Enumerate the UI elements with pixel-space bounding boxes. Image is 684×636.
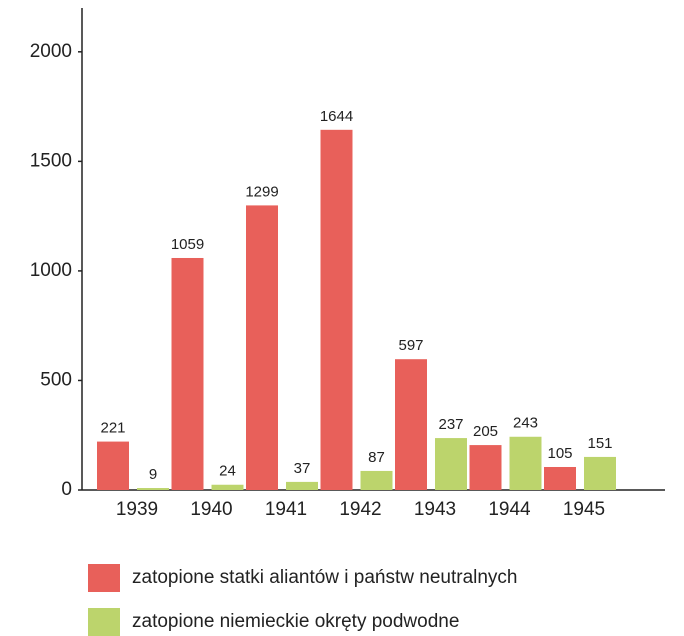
data-label: 87 bbox=[368, 449, 385, 466]
x-tick-label: 1942 bbox=[339, 499, 381, 520]
legend-swatch bbox=[88, 564, 120, 592]
x-tick-label: 1940 bbox=[190, 499, 232, 520]
x-tick-label: 1939 bbox=[116, 499, 158, 520]
data-label: 105 bbox=[547, 445, 572, 462]
bar bbox=[435, 438, 467, 490]
data-label: 1059 bbox=[171, 236, 204, 253]
y-tick-label: 1000 bbox=[30, 260, 72, 281]
bar bbox=[584, 456, 616, 490]
data-label: 597 bbox=[398, 337, 423, 354]
bar bbox=[97, 441, 129, 490]
bar bbox=[320, 129, 353, 490]
data-label: 243 bbox=[513, 415, 538, 432]
data-label: 24 bbox=[219, 463, 236, 480]
x-tick-label: 1941 bbox=[265, 499, 307, 520]
data-label: 151 bbox=[587, 435, 612, 452]
data-label: 1299 bbox=[245, 183, 278, 200]
data-label: 9 bbox=[149, 466, 157, 483]
x-tick-label: 1943 bbox=[414, 499, 456, 520]
data-label: 221 bbox=[100, 420, 125, 437]
y-tick-label: 0 bbox=[61, 479, 72, 500]
bar bbox=[246, 205, 278, 490]
data-label: 205 bbox=[473, 423, 498, 440]
bar bbox=[509, 436, 542, 490]
data-label: 237 bbox=[438, 416, 463, 433]
legend-swatch bbox=[88, 608, 120, 636]
y-tick-label: 500 bbox=[40, 369, 72, 390]
bar bbox=[544, 466, 576, 490]
bar bbox=[137, 488, 169, 490]
bar bbox=[360, 470, 393, 490]
bar bbox=[395, 359, 427, 490]
y-tick-label: 1500 bbox=[30, 150, 72, 171]
data-label: 37 bbox=[294, 460, 311, 477]
x-tick-label: 1945 bbox=[563, 499, 605, 520]
bar bbox=[469, 445, 502, 490]
bar bbox=[286, 481, 318, 490]
x-tick-label: 1944 bbox=[488, 499, 531, 520]
bar bbox=[171, 257, 204, 490]
y-tick-label: 2000 bbox=[30, 41, 72, 62]
legend-label: zatopione niemieckie okręty podwodne bbox=[132, 611, 459, 632]
bar bbox=[211, 484, 244, 490]
legend-label: zatopione statki aliantów i państw neutr… bbox=[132, 567, 518, 588]
data-label: 1644 bbox=[320, 108, 353, 125]
